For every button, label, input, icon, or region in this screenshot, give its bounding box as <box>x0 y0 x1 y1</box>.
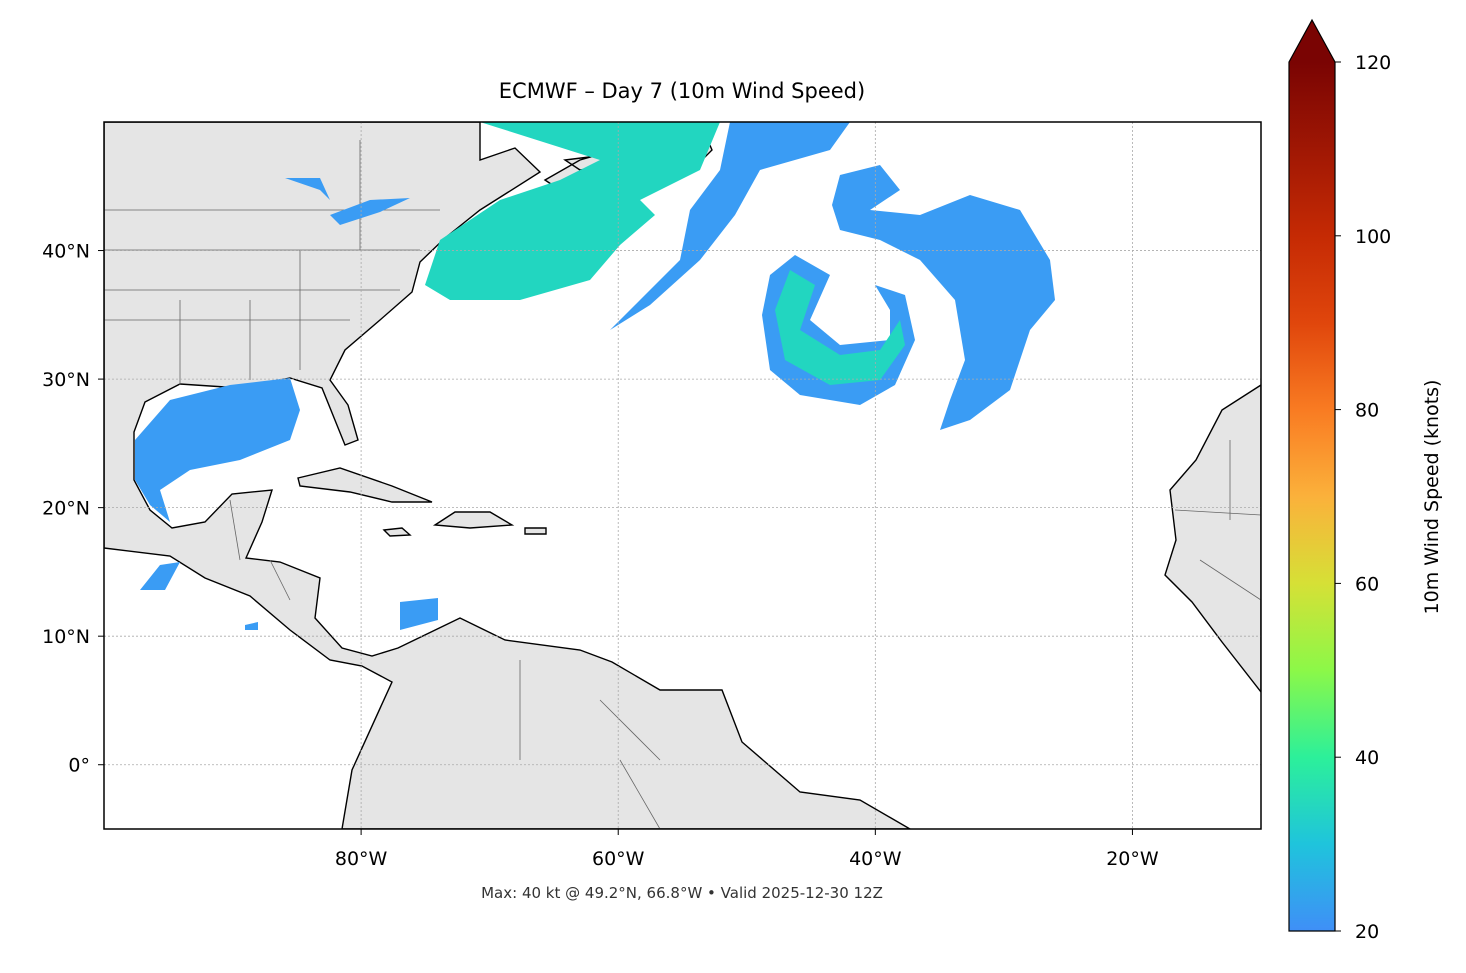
map-frame <box>103 121 1262 830</box>
cuba <box>297 467 433 503</box>
wind-swath <box>610 122 850 330</box>
colorbar-tick-label: 120 <box>1355 52 1391 74</box>
wind-swath <box>425 122 720 300</box>
hispaniola <box>432 511 515 529</box>
colorbar-tick-label: 40 <box>1355 747 1379 769</box>
wind-swath <box>775 270 905 385</box>
wind-swath <box>832 165 1055 430</box>
wind-swath <box>135 378 300 522</box>
colorbar-tick-label: 20 <box>1355 921 1379 943</box>
colorbar-frame <box>1288 18 1336 932</box>
map-title: ECMWF – Day 7 (10m Wind Speed) <box>499 79 865 103</box>
footnote: Max: 40 kt @ 49.2°N, 66.8°W • Valid 2025… <box>481 884 883 902</box>
colorbar-extend <box>1289 20 1335 62</box>
colorbar-tick-label: 80 <box>1355 400 1379 422</box>
colorbar-tick-label: 60 <box>1355 573 1379 595</box>
y-tick-label: 40°N <box>42 241 90 263</box>
y-tick-label: 30°N <box>42 369 90 391</box>
jamaica <box>382 527 412 537</box>
puerto-rico <box>524 527 547 535</box>
colorbar-tick-label: 100 <box>1355 226 1391 248</box>
borders <box>104 140 1261 829</box>
x-tick-label: 60°W <box>592 848 645 870</box>
americas <box>104 122 912 829</box>
africa <box>1164 384 1261 694</box>
y-tick-label: 0° <box>68 755 90 777</box>
colorbar <box>1289 62 1335 931</box>
x-tick-label: 20°W <box>1106 848 1159 870</box>
y-tick-label: 20°N <box>42 498 90 520</box>
map-area <box>104 122 1261 829</box>
x-tick-label: 80°W <box>335 848 388 870</box>
x-tick-label: 40°W <box>849 848 902 870</box>
y-tick-label: 10°N <box>42 626 90 648</box>
colorbar-label: 10m Wind Speed (knots) <box>1421 380 1443 615</box>
